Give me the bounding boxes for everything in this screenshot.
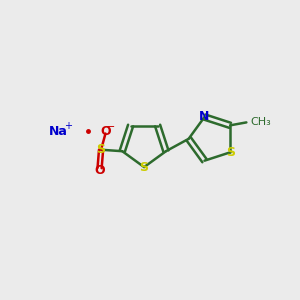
Text: S: S <box>97 143 106 156</box>
Text: Na: Na <box>49 125 68 138</box>
Text: O: O <box>100 125 111 138</box>
Text: S: S <box>140 160 148 174</box>
Text: O: O <box>94 164 105 177</box>
Text: +: + <box>64 121 72 131</box>
Text: N: N <box>199 110 210 124</box>
Text: CH₃: CH₃ <box>250 117 271 128</box>
Text: S: S <box>226 146 235 159</box>
Text: −: − <box>106 122 115 132</box>
